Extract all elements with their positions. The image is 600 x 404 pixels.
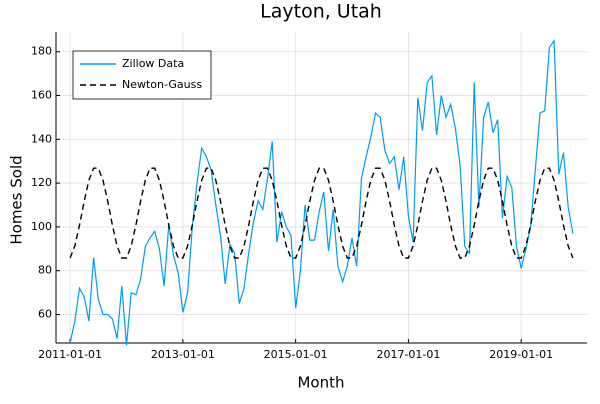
legend-label: Zillow Data [122, 57, 184, 70]
y-axis-label: Homes Sold [8, 155, 26, 244]
y-tick-label: 180 [31, 45, 52, 58]
series-line [69, 39, 574, 346]
series-line [69, 167, 574, 259]
y-tick-label: 120 [31, 176, 52, 189]
legend-label: Newton-Gauss [122, 78, 202, 91]
x-tick-label: 2015-01-01 [264, 348, 328, 361]
x-tick-label: 2019-01-01 [489, 348, 553, 361]
x-axis-label: Month [297, 374, 344, 392]
x-tick-label: 2017-01-01 [376, 348, 440, 361]
chart-title: Layton, Utah [260, 1, 382, 23]
x-tick-label: 2013-01-01 [151, 348, 215, 361]
y-tick-label: 60 [38, 308, 52, 321]
y-tick-label: 80 [38, 264, 52, 277]
y-tick-label: 160 [31, 89, 52, 102]
x-tick-label: 2011-01-01 [38, 348, 102, 361]
y-tick-label: 140 [31, 132, 52, 145]
y-tick-label: 100 [31, 220, 52, 233]
legend-box [72, 50, 212, 100]
